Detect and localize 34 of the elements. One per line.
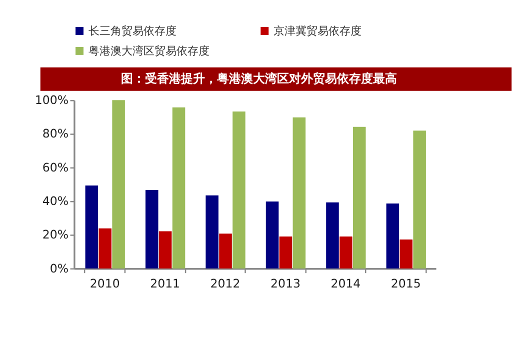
x-tick-label: 2013 xyxy=(270,276,300,290)
bar xyxy=(413,130,426,268)
bar xyxy=(158,231,172,268)
y-tick-label: 0% xyxy=(50,261,69,276)
y-tick-label: 40% xyxy=(42,194,69,208)
bar xyxy=(172,107,186,268)
bar xyxy=(219,234,232,268)
x-tick-label: 2011 xyxy=(150,276,180,290)
bar xyxy=(206,195,218,268)
legend-label: 粤港澳大湾区贸易依存度 xyxy=(88,44,210,58)
bar xyxy=(386,204,400,268)
bar xyxy=(352,126,366,268)
x-tick-label: 2012 xyxy=(210,276,240,290)
bar xyxy=(400,240,413,268)
x-tick-label: 2015 xyxy=(390,276,421,290)
chart-title: 图：受香港提升，粤港澳大湾区对外贸易依存度最高 xyxy=(121,72,398,86)
bar xyxy=(85,186,98,268)
bar xyxy=(232,111,246,268)
legend-label: 长三角贸易依存度 xyxy=(88,24,176,38)
y-tick-label: 100% xyxy=(34,92,69,107)
bar xyxy=(340,236,352,268)
bar xyxy=(326,202,339,268)
bar xyxy=(279,236,292,268)
legend-label: 京津冀贸易依存度 xyxy=(273,24,362,38)
x-tick-label: 2010 xyxy=(90,276,120,290)
bar xyxy=(98,228,112,268)
y-tick-label: 60% xyxy=(42,160,69,174)
x-tick-label: 2014 xyxy=(330,276,361,290)
y-tick-label: 80% xyxy=(42,126,69,141)
bar xyxy=(292,117,306,268)
bar xyxy=(266,201,279,268)
bar xyxy=(112,100,125,268)
y-tick-label: 20% xyxy=(42,228,69,242)
bar xyxy=(145,190,158,268)
